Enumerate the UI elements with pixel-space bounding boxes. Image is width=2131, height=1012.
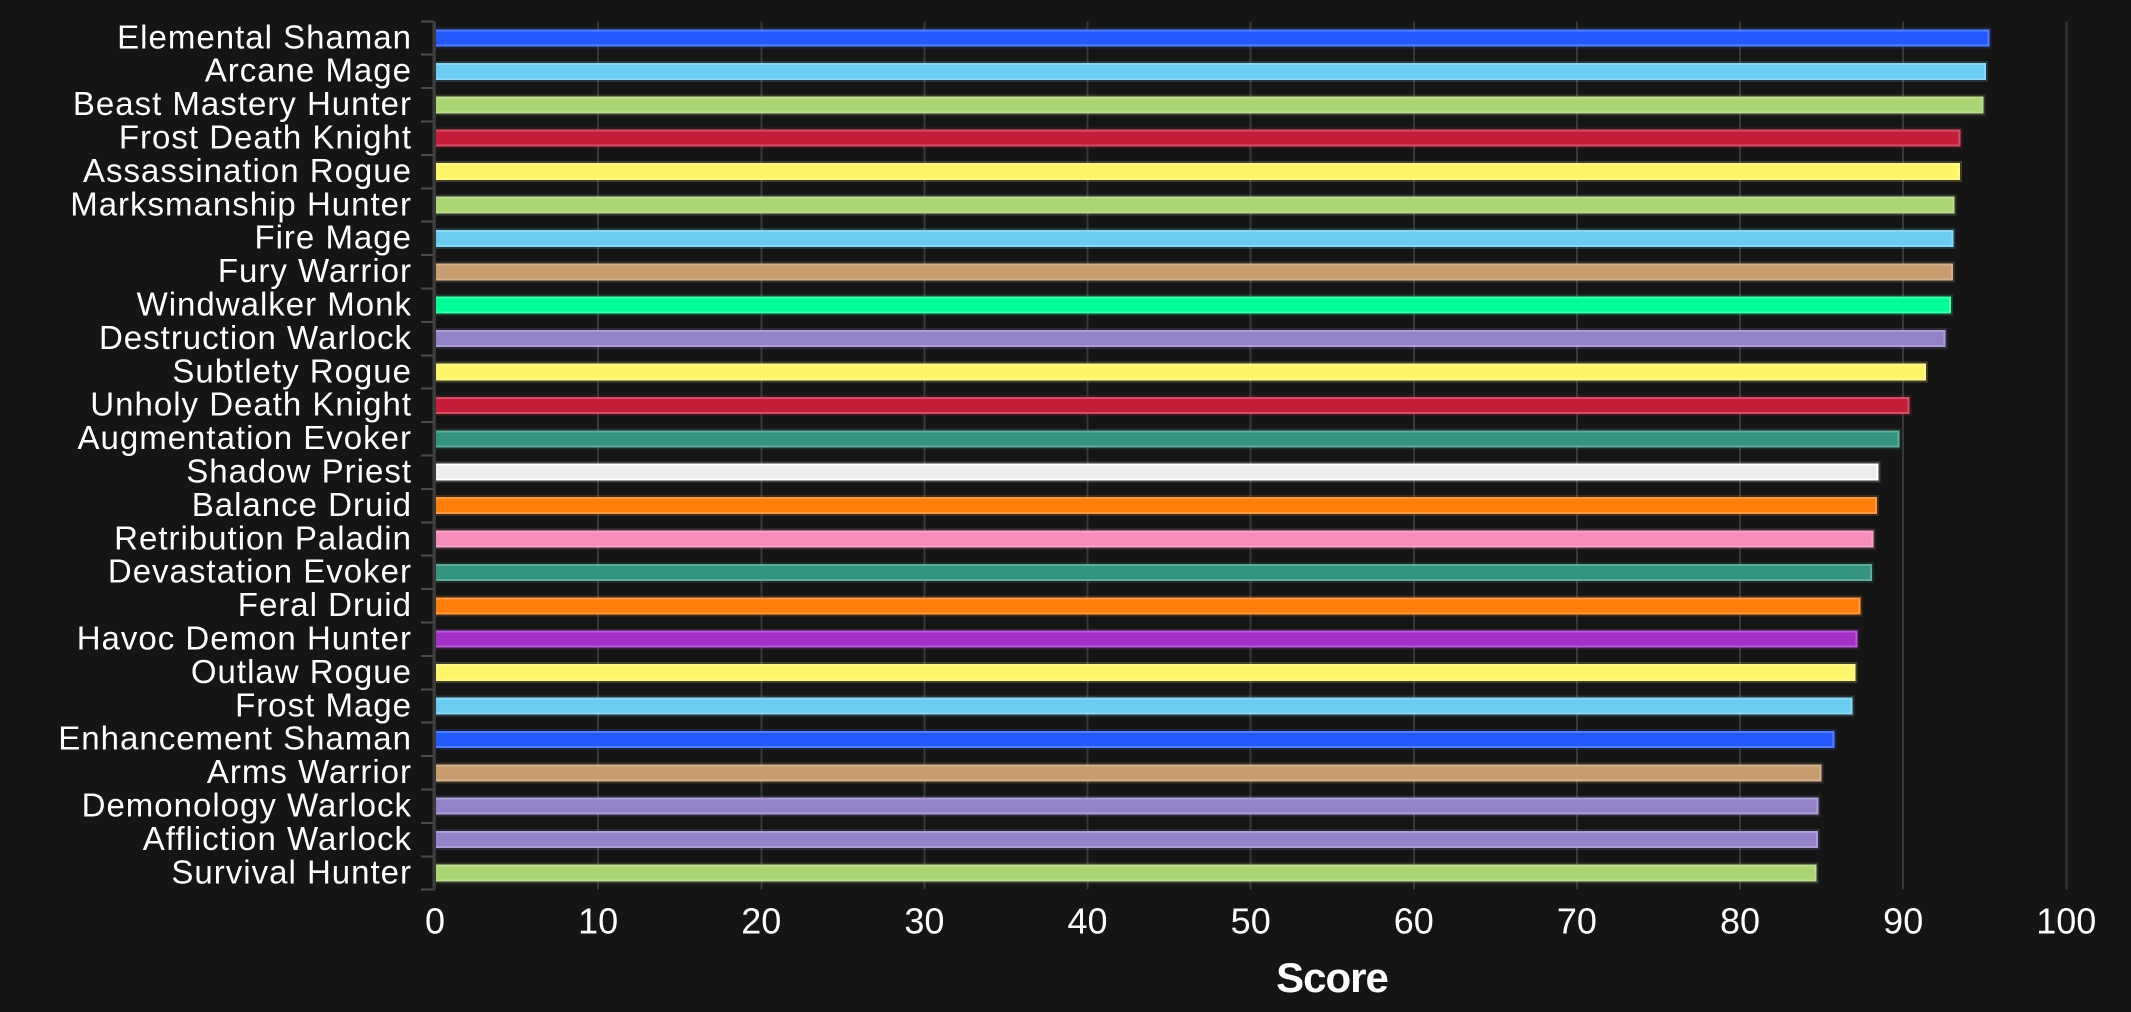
svg-text:Marksmanship Hunter: Marksmanship Hunter [70,185,412,222]
svg-text:Arms Warrior: Arms Warrior [207,753,412,790]
svg-text:Score: Score [1276,954,1388,1001]
svg-text:Balance Druid: Balance Druid [192,486,412,523]
svg-text:Frost Death Knight: Frost Death Knight [119,119,412,156]
svg-text:100: 100 [2036,901,2096,942]
svg-text:Arcane Mage: Arcane Mage [205,52,412,89]
svg-text:Augmentation Evoker: Augmentation Evoker [77,419,412,456]
svg-text:60: 60 [1394,901,1434,942]
svg-text:Survival Hunter: Survival Hunter [171,853,412,890]
svg-text:Fury Warrior: Fury Warrior [218,252,412,289]
svg-text:80: 80 [1720,901,1760,942]
svg-text:30: 30 [904,901,944,942]
svg-text:0: 0 [425,901,445,942]
svg-text:Fire Mage: Fire Mage [254,219,412,256]
svg-text:Beast Mastery Hunter: Beast Mastery Hunter [73,85,412,122]
svg-text:20: 20 [741,901,781,942]
svg-text:Shadow Priest: Shadow Priest [186,453,412,490]
svg-text:Destruction Warlock: Destruction Warlock [99,319,412,356]
svg-text:Elemental Shaman: Elemental Shaman [117,18,412,55]
svg-text:70: 70 [1557,901,1597,942]
svg-text:Havoc Demon Hunter: Havoc Demon Hunter [77,620,412,657]
svg-text:Outlaw Rogue: Outlaw Rogue [191,653,412,690]
svg-text:Feral Druid: Feral Druid [238,586,412,623]
svg-text:50: 50 [1231,901,1271,942]
svg-text:Subtlety Rogue: Subtlety Rogue [172,352,412,389]
svg-text:Windwalker Monk: Windwalker Monk [137,286,412,323]
svg-text:Assassination Rogue: Assassination Rogue [83,152,412,189]
svg-text:Demonology Warlock: Demonology Warlock [82,787,412,824]
svg-text:Devastation Evoker: Devastation Evoker [108,553,412,590]
svg-text:Affliction Warlock: Affliction Warlock [143,820,412,857]
svg-text:Frost Mage: Frost Mage [235,686,412,723]
svg-text:Unholy Death Knight: Unholy Death Knight [90,386,412,423]
svg-text:90: 90 [1883,901,1923,942]
svg-text:Retribution Paladin: Retribution Paladin [114,519,412,556]
svg-text:Enhancement Shaman: Enhancement Shaman [58,720,412,757]
svg-text:40: 40 [1067,901,1107,942]
svg-text:10: 10 [578,901,618,942]
